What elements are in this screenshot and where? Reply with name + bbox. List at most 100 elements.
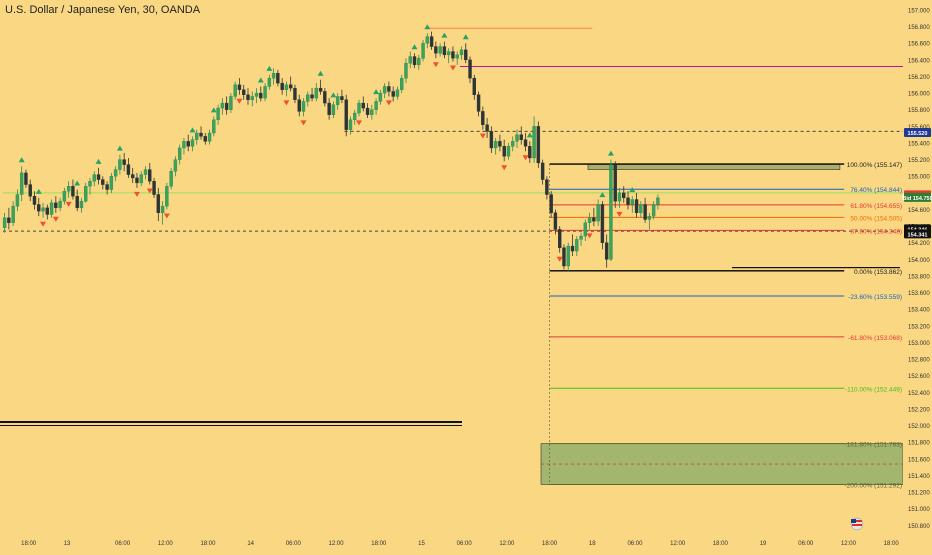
candle-body	[186, 141, 190, 147]
signal-up-marker	[210, 107, 217, 113]
candle-body	[152, 181, 156, 195]
candle-body	[49, 202, 54, 215]
candle-body	[609, 164, 613, 260]
candle-body	[237, 84, 242, 90]
candle-body	[130, 174, 135, 179]
signal-up-marker	[441, 32, 448, 38]
candle-body	[7, 217, 11, 223]
candle-body	[639, 204, 643, 214]
zone-rect[interactable]	[587, 163, 841, 170]
fib-level-label: 0.00% (153.862)	[854, 269, 902, 276]
time-tick-label: 19	[760, 541, 767, 547]
price-tick-label: 152.800	[908, 358, 930, 364]
price-tick-label: 154.600	[908, 208, 930, 214]
candle-body	[634, 199, 639, 214]
candle-body	[553, 212, 558, 230]
signal-down-marker	[146, 188, 153, 194]
candle-body	[378, 92, 383, 102]
candle-body	[395, 89, 400, 97]
candle-body	[41, 207, 45, 212]
candle-body	[314, 87, 319, 99]
candle-body	[370, 109, 374, 115]
candle-body	[604, 242, 609, 260]
signal-up-marker	[330, 92, 337, 98]
signal-down-marker	[449, 65, 456, 71]
candle-body	[11, 205, 15, 223]
price-axis-background[interactable]	[903, 0, 932, 550]
candle-body	[177, 147, 182, 160]
candle-body	[562, 247, 566, 267]
candle-body	[408, 56, 412, 64]
candle-body	[622, 192, 626, 199]
candle-body	[156, 194, 161, 214]
candle-body	[323, 91, 327, 104]
price-tick-label: 154.000	[908, 258, 930, 264]
price-tick-label: 156.000	[908, 92, 930, 98]
candle-body	[182, 141, 186, 149]
candle-body	[24, 172, 28, 185]
price-tick-label: 152.600	[908, 374, 930, 380]
signal-down-marker	[163, 213, 170, 219]
candle-body	[400, 77, 404, 90]
signal-up-marker	[411, 44, 418, 50]
signal-down-marker	[522, 155, 529, 161]
candles	[2, 31, 660, 271]
candle-body	[62, 190, 67, 202]
divider-line	[0, 425, 462, 426]
price-tick-label: 156.400	[908, 58, 930, 64]
signal-up-marker	[599, 192, 606, 198]
black-segment	[732, 267, 900, 269]
candle-body	[122, 159, 126, 165]
signal-up-marker	[257, 77, 264, 83]
price-tick-label: 155.400	[908, 141, 930, 147]
candle-body	[570, 245, 575, 252]
price-tag-label: 154.341	[908, 232, 928, 238]
candle-body	[79, 200, 84, 209]
candle-body	[263, 86, 267, 99]
candle-body	[207, 132, 212, 142]
candle-body	[485, 124, 489, 132]
price-tag-label: Bid 154.750	[902, 196, 932, 202]
signal-up-marker	[317, 70, 324, 76]
candle-body	[481, 111, 485, 125]
price-tick-label: 151.400	[908, 474, 930, 480]
signal-up-marker	[629, 187, 636, 193]
candle-body	[464, 49, 468, 61]
price-tick-label: 153.400	[908, 308, 930, 314]
candle-body	[412, 56, 417, 66]
candle-body	[532, 126, 536, 159]
signal-up-marker	[526, 132, 533, 138]
candle-body	[348, 119, 353, 130]
price-tick-label: 151.600	[908, 457, 930, 463]
candle-body	[58, 200, 62, 209]
candle-body	[224, 102, 229, 110]
price-tag-box[interactable]	[904, 192, 931, 202]
candle-body	[391, 91, 395, 97]
signal-down-marker	[385, 100, 392, 106]
candle-body	[203, 136, 207, 142]
signal-down-marker	[356, 120, 363, 126]
price-tick-label: 155.800	[908, 108, 930, 114]
candle-body	[630, 199, 634, 205]
signal-up-marker	[266, 65, 273, 71]
candle-body	[536, 126, 541, 164]
price-tag-box[interactable]	[904, 128, 931, 138]
fib-level-label: 76.40% (154.844)	[850, 187, 902, 194]
candle-body	[280, 82, 284, 90]
candle-body	[600, 204, 605, 243]
time-tick-label: 18:00	[200, 541, 216, 547]
price-tag-box[interactable]	[904, 229, 931, 239]
candle-body	[331, 104, 336, 115]
signal-up-marker	[189, 127, 196, 133]
candle-body	[651, 204, 656, 217]
fib-level-label: -61.80% (153.068)	[848, 335, 902, 342]
candle-body	[468, 59, 472, 79]
time-tick-label: 15	[418, 541, 425, 547]
candle-body	[417, 57, 421, 66]
flag-icon[interactable]	[850, 517, 864, 531]
price-tick-label: 151.200	[908, 491, 930, 497]
candle-body	[404, 62, 408, 79]
fib-level-label: -161.80% (151.783)	[845, 442, 902, 449]
